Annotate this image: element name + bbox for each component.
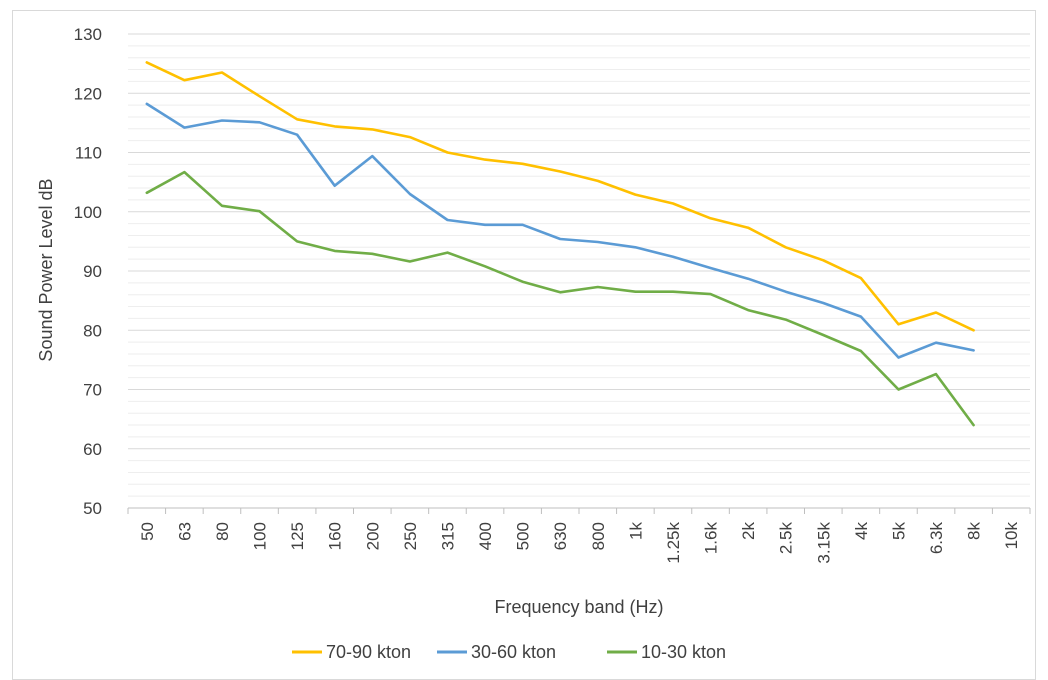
x-tick-label: 3.15k xyxy=(814,522,833,564)
x-tick-label: 63 xyxy=(175,522,194,541)
series-line xyxy=(145,170,975,427)
y-tick-label: 70 xyxy=(83,381,102,400)
y-tick-label: 50 xyxy=(83,499,102,518)
y-tick-label: 120 xyxy=(74,84,102,103)
x-tick-label: 2.5k xyxy=(777,522,796,555)
x-tick-label: 250 xyxy=(401,522,420,550)
series-lines xyxy=(145,61,975,427)
x-axis-ticks: 50 63 80 100 125 160 200 250 315 400 500 630 800 1k 1.… xyxy=(138,522,1021,564)
x-tick-label: 315 xyxy=(438,522,457,550)
legend-label: 30-60 kton xyxy=(471,642,556,662)
x-tick-label: 80 xyxy=(213,522,232,541)
x-axis-title: Frequency band (Hz) xyxy=(494,597,663,617)
x-tick-label: 8k xyxy=(965,522,984,540)
legend-label: 10-30 kton xyxy=(641,642,726,662)
legend-label: 70-90 kton xyxy=(326,642,411,662)
legend: 70-90 kton 30-60 kton 10-30 kton xyxy=(292,642,726,662)
y-axis-title: Sound Power Level dB xyxy=(36,178,56,361)
series-line xyxy=(145,102,975,359)
x-tick-label: 1k xyxy=(626,522,645,540)
chart-frame xyxy=(12,10,1036,680)
x-tick-label: 125 xyxy=(288,522,307,550)
x-tick-label: 50 xyxy=(138,522,157,541)
x-tick-label: 200 xyxy=(363,522,382,550)
x-tick-label: 160 xyxy=(326,522,345,550)
y-tick-label: 90 xyxy=(83,262,102,281)
y-axis-ticks: 50 60 70 80 90 100 110 120 130 xyxy=(74,25,102,518)
x-tick-label: 800 xyxy=(589,522,608,550)
series-line xyxy=(145,61,975,332)
x-tick-label: 100 xyxy=(251,522,270,550)
y-tick-label: 130 xyxy=(74,25,102,44)
x-tick-label: 500 xyxy=(514,522,533,550)
x-tick-label: 4k xyxy=(852,522,871,540)
x-tick-label: 400 xyxy=(476,522,495,550)
y-tick-label: 100 xyxy=(74,203,102,222)
y-tick-label: 60 xyxy=(83,440,102,459)
x-tick-label: 630 xyxy=(551,522,570,550)
x-tick-label: 1.6k xyxy=(702,522,721,555)
y-tick-label: 80 xyxy=(83,321,102,340)
x-tick-label: 2k xyxy=(739,522,758,540)
x-tick-label: 10k xyxy=(1002,522,1021,550)
x-tick-label: 1.25k xyxy=(664,522,683,564)
grid-lines xyxy=(127,33,1031,514)
x-tick-label: 5k xyxy=(889,522,908,540)
y-tick-label: 110 xyxy=(75,144,102,163)
x-tick-label: 6.3k xyxy=(927,522,946,555)
